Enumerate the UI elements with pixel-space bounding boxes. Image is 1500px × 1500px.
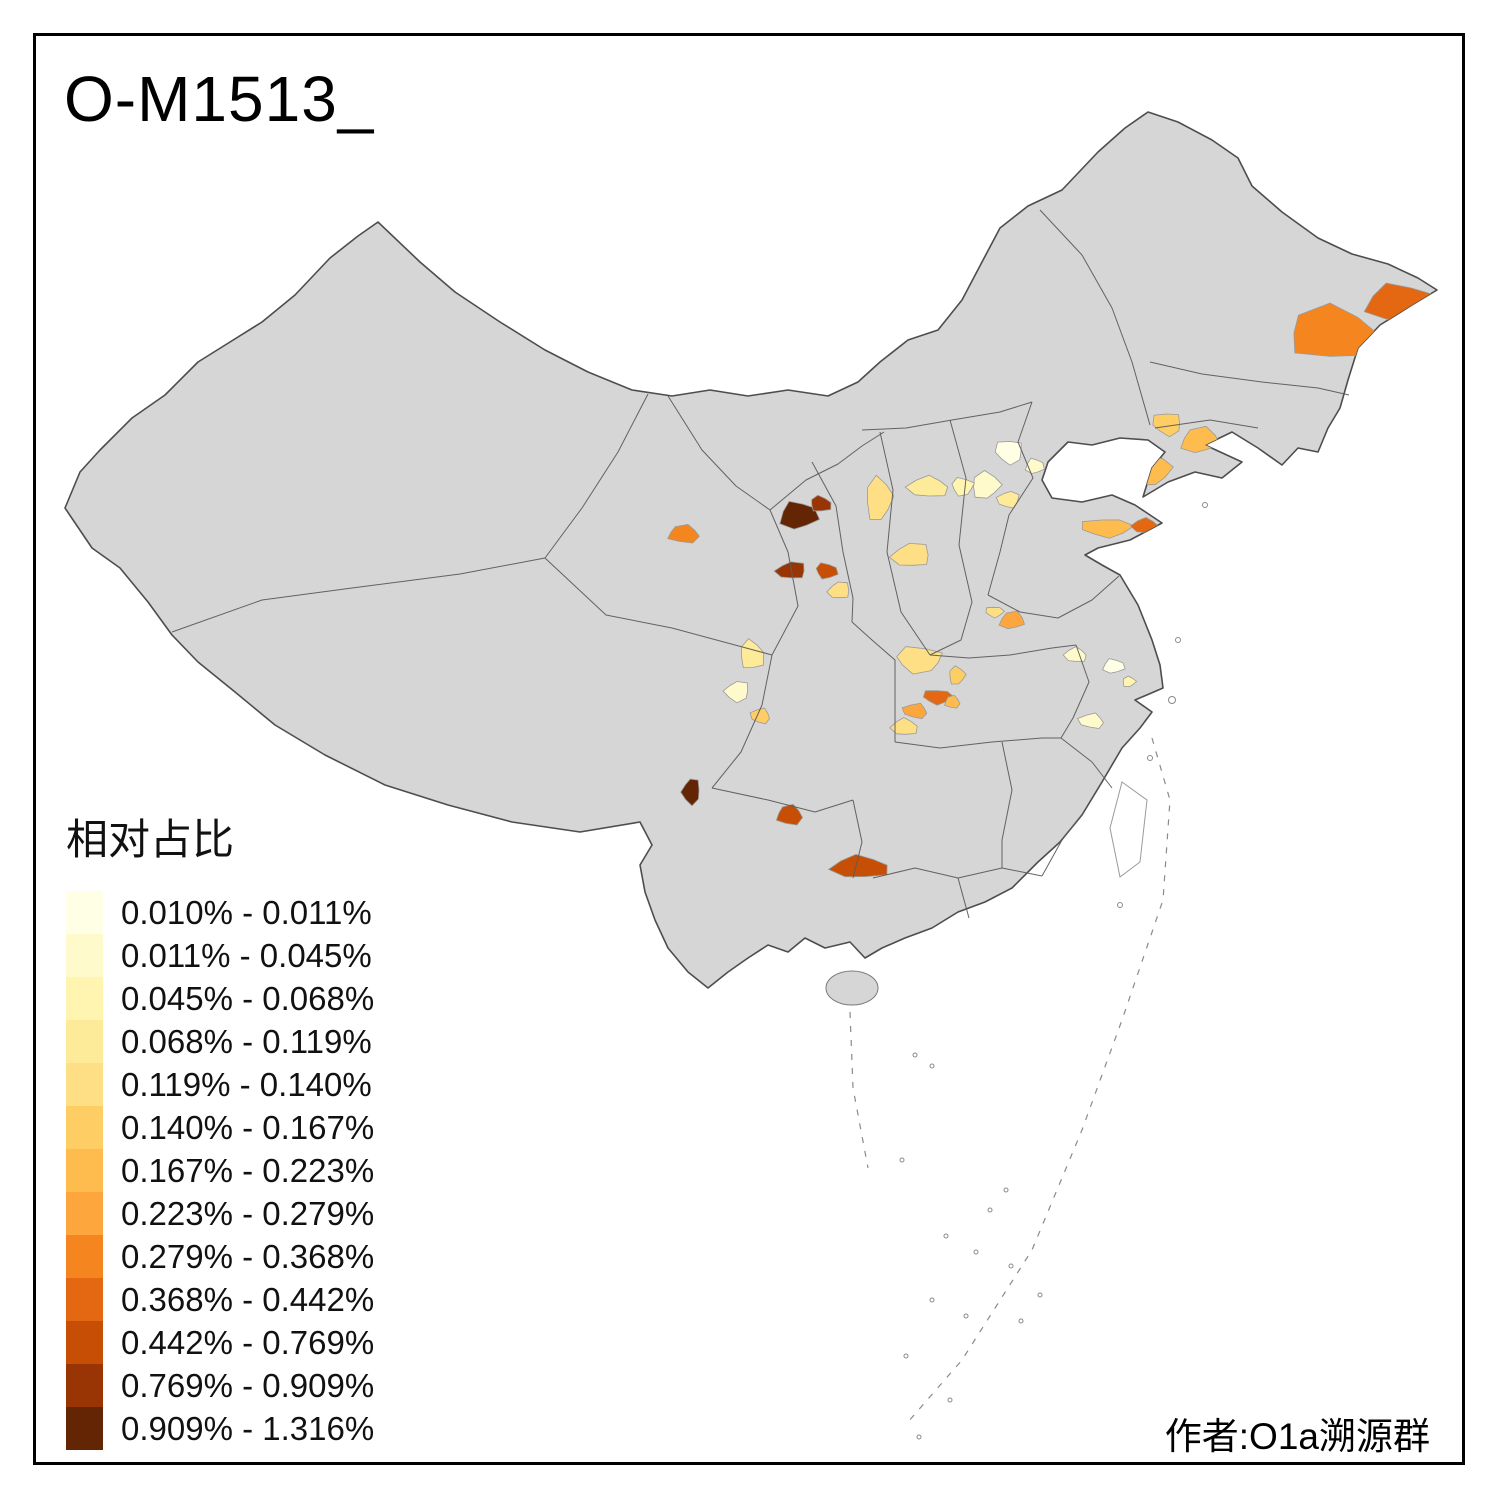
legend-label: 0.368% - 0.442% [121, 1280, 375, 1318]
legend-label: 0.010% - 0.011% [121, 893, 372, 931]
prefecture-region-r34 [775, 803, 803, 826]
legend-entry: 0.119% - 0.140% [66, 1063, 374, 1106]
legend-swatch [66, 1192, 103, 1235]
china-mainland-outline [64, 111, 1438, 989]
legend-swatch [66, 1149, 103, 1192]
legend-entry: 0.223% - 0.279% [66, 1192, 374, 1235]
legend-entry: 0.368% - 0.442% [66, 1278, 374, 1321]
prefecture-region-r25 [949, 665, 967, 685]
legend-entry: 0.140% - 0.167% [66, 1106, 374, 1149]
prefecture-region-r22 [998, 610, 1026, 630]
legend-label: 0.068% - 0.119% [121, 1022, 372, 1060]
legend-swatch [66, 1407, 103, 1450]
author-credit: 作者:O1a溯源群 [1164, 1416, 1430, 1457]
legend-label: 0.167% - 0.223% [121, 1151, 375, 1189]
prefecture-region-r9 [995, 490, 1020, 509]
legend-label: 0.119% - 0.140% [121, 1065, 372, 1103]
province-borders [171, 209, 1350, 919]
prefecture-region-r31 [722, 681, 749, 704]
legend-swatch [66, 1278, 103, 1321]
legend-entry: 0.442% - 0.769% [66, 1321, 374, 1364]
legend-label: 0.442% - 0.769% [121, 1323, 375, 1361]
prefecture-region-r8 [973, 470, 1003, 499]
legend-label: 0.045% - 0.068% [121, 979, 375, 1017]
legend-entry: 0.045% - 0.068% [66, 977, 374, 1020]
prefecture-region-r24 [896, 646, 943, 675]
prefecture-region-r18 [826, 581, 850, 599]
legend-entries: 0.010% - 0.011% 0.011% - 0.045% 0.045% - 0… [66, 891, 374, 1450]
prefecture-region-r26 [922, 690, 955, 706]
legend-label: 0.140% - 0.167% [121, 1108, 375, 1146]
legend-label: 0.223% - 0.279% [121, 1194, 375, 1232]
prefecture-region-r23 [985, 606, 1006, 619]
legend-label: 0.279% - 0.368% [121, 1237, 375, 1275]
prefecture-region-r6 [994, 441, 1022, 466]
prefecture-region-r28 [889, 717, 918, 735]
legend-swatch [66, 1364, 103, 1407]
legend-label: 0.909% - 1.316% [121, 1409, 375, 1447]
legend-swatch [66, 1106, 103, 1149]
legend-swatch [66, 934, 103, 977]
south-china-sea-boundary-dashes [849, 737, 1171, 1423]
prefecture-region-r11 [904, 474, 949, 497]
legend-swatch [66, 977, 103, 1020]
legend-entry: 0.011% - 0.045% [66, 934, 374, 977]
legend: 相对占比 0.010% - 0.011% 0.011% - 0.045% 0.045… [66, 806, 374, 1450]
taiwan-island [1109, 781, 1148, 878]
prefecture-region-r20 [1081, 519, 1135, 539]
legend-entry: 0.167% - 0.223% [66, 1149, 374, 1192]
legend-swatch [66, 1321, 103, 1364]
legend-entry: 0.279% - 0.368% [66, 1235, 374, 1278]
south-china-sea-islands [899, 1052, 1043, 1440]
legend-swatch [66, 1235, 103, 1278]
prefecture-region-r3 [1152, 413, 1181, 438]
legend-title: 相对占比 [66, 816, 235, 863]
legend-swatch [66, 1063, 103, 1106]
legend-entry: 0.769% - 0.909% [66, 1364, 374, 1407]
prefecture-region-r14 [779, 500, 821, 530]
prefecture-region-r16 [773, 561, 805, 579]
legend-entry: 0.909% - 1.316% [66, 1407, 374, 1450]
legend-swatch [66, 1020, 103, 1063]
prefecture-region-r33 [680, 778, 700, 807]
prefecture-region-r39 [1077, 712, 1104, 729]
hainan-island [825, 970, 879, 1006]
prefecture-region-r10 [866, 474, 895, 520]
prefecture-region-r15 [811, 494, 832, 512]
page-title: O-M1513_ [64, 63, 375, 135]
legend-label: 0.011% - 0.045% [121, 936, 372, 974]
prefecture-region-r38 [1122, 675, 1138, 688]
prefecture-region-r13 [888, 542, 929, 566]
prefecture-region-r29 [944, 694, 961, 709]
prefecture-region-r19 [667, 523, 700, 544]
prefecture-region-r17 [815, 562, 839, 580]
legend-entry: 0.068% - 0.119% [66, 1020, 374, 1063]
prefecture-region-r35 [827, 853, 888, 878]
prefecture-region-r37 [1102, 658, 1126, 674]
prefecture-region-r30 [740, 638, 765, 669]
legend-entry: 0.010% - 0.011% [66, 891, 374, 934]
legend-swatch [66, 891, 103, 934]
coastal-islands [1117, 502, 1208, 908]
prefecture-region-r27 [901, 702, 928, 720]
legend-label: 0.769% - 0.909% [121, 1366, 375, 1404]
